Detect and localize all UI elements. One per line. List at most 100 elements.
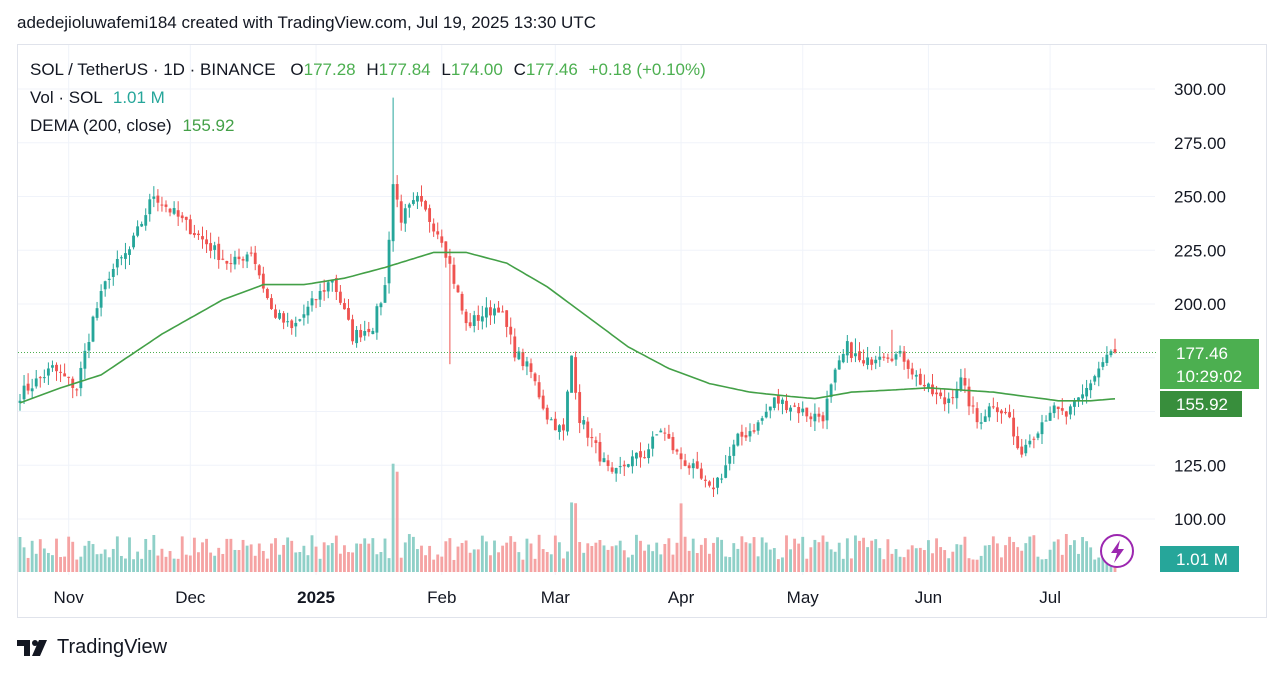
volume-bar <box>282 544 286 572</box>
volume-bar <box>152 534 156 572</box>
candle-body <box>918 373 922 385</box>
volume-bar <box>1056 539 1060 572</box>
volume-bar <box>699 544 703 572</box>
candle-body <box>549 419 553 421</box>
volume-bar <box>801 536 805 572</box>
volume-bar <box>963 536 967 572</box>
volume-bar <box>306 555 310 572</box>
volume-bar <box>1060 554 1064 572</box>
candle-body <box>858 351 861 361</box>
volume-bar <box>387 558 391 572</box>
candle-body <box>176 210 180 217</box>
volume-bar <box>1036 556 1040 572</box>
volume-bar <box>233 549 237 572</box>
candle-body <box>119 257 123 259</box>
candle-body <box>1036 433 1040 438</box>
volume-bar <box>610 546 614 572</box>
volume-bar <box>172 558 176 572</box>
volume-bar <box>452 559 456 572</box>
candle-body <box>501 311 505 313</box>
volume-bar <box>805 558 809 572</box>
volume-bar <box>906 549 910 572</box>
candle-body <box>712 487 715 490</box>
volume-bar <box>679 503 683 572</box>
volume-bar <box>935 538 938 572</box>
candle-body <box>1097 368 1101 378</box>
candle-body <box>789 407 792 412</box>
candle-body <box>708 481 711 486</box>
volume-bar <box>663 543 667 572</box>
candle-body <box>740 431 744 437</box>
volume-bar <box>971 559 975 572</box>
lightning-bolt-icon[interactable] <box>1100 534 1134 568</box>
volume-bar <box>91 544 95 572</box>
volume-bar <box>424 555 427 572</box>
volume-bar <box>472 549 476 572</box>
volume-bar <box>886 539 890 572</box>
volume-bar <box>590 546 594 572</box>
volume-bar <box>95 554 99 572</box>
candle-body <box>691 463 695 469</box>
volume-bar <box>1077 553 1080 572</box>
volume-bar <box>724 556 728 572</box>
candle-body <box>594 440 598 443</box>
candle-body <box>18 400 22 403</box>
candle-body <box>136 226 140 236</box>
candle-body <box>1109 351 1113 356</box>
volume-bar <box>367 543 371 572</box>
candle-body <box>760 418 764 421</box>
dema-legend-label[interactable]: DEMA (200, close) <box>30 116 172 135</box>
volume-bar <box>849 558 853 572</box>
volume-bar <box>217 547 221 572</box>
candle-body <box>355 329 359 344</box>
volume-bar <box>330 543 334 572</box>
volume-bar <box>440 556 444 572</box>
candle-body <box>768 406 772 411</box>
volume-bar <box>695 553 699 572</box>
volume-bar <box>975 559 979 572</box>
candle-body <box>651 436 655 449</box>
candle-body <box>882 356 886 358</box>
tradingview-footer[interactable]: TradingView <box>17 636 167 659</box>
candle-body <box>736 433 740 446</box>
volume-bar <box>1044 558 1048 572</box>
candle-body <box>626 464 630 467</box>
candle-body <box>951 397 955 399</box>
volume-bar <box>428 545 432 572</box>
volume-bar <box>793 538 797 572</box>
candle-body <box>890 358 894 361</box>
candle-body <box>484 307 488 318</box>
volume-legend-label[interactable]: Vol · SOL <box>30 88 103 107</box>
candle-body <box>801 408 805 413</box>
candle-body <box>241 259 245 261</box>
volume-bar <box>521 559 525 572</box>
volume-bar <box>489 555 492 572</box>
candle-body <box>326 282 330 292</box>
volume-bar <box>1020 550 1024 572</box>
volume-bar <box>338 553 342 572</box>
candle-body <box>34 378 38 387</box>
x-tick-label: Nov <box>54 588 85 607</box>
price-chart[interactable]: 100.00 125.00 200.00 225.00 250.00 275.00 300.… <box>0 0 1284 620</box>
candle-body <box>172 208 176 214</box>
volume-bar <box>829 549 833 572</box>
candle-body <box>424 200 427 210</box>
price-axis: 100.00 125.00 200.00 225.00 250.00 275.00 300.… <box>1174 80 1226 529</box>
volume-bar <box>197 552 200 572</box>
candle-body <box>602 458 606 463</box>
candle-body <box>310 298 314 306</box>
candle-body <box>748 431 752 437</box>
candle-body <box>606 460 610 466</box>
volume-bar <box>894 549 898 572</box>
symbol-title[interactable]: SOL / TetherUS · 1D · BINANCE <box>30 60 276 79</box>
volume-bar <box>201 542 204 572</box>
volume-bar <box>1016 547 1020 572</box>
candle-body <box>351 319 354 342</box>
volume-bar <box>987 544 991 572</box>
volume-bar <box>111 548 115 572</box>
candle-body <box>983 416 987 422</box>
candle-body <box>724 465 728 478</box>
candle-body <box>245 254 249 262</box>
volume-bar <box>148 549 152 572</box>
volume-bar <box>553 535 557 572</box>
